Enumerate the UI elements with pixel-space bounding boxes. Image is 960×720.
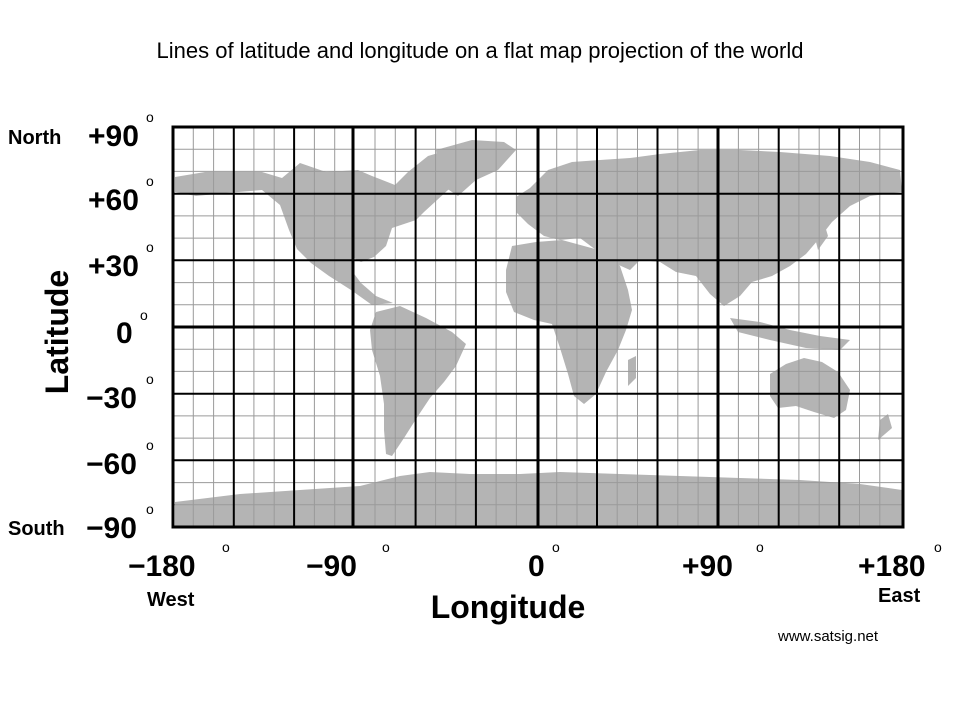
degree-symbol: o bbox=[222, 539, 230, 555]
map-area bbox=[171, 125, 905, 529]
lon-tick-label: −90 bbox=[306, 550, 357, 583]
source-watermark: www.satsig.net bbox=[778, 628, 879, 645]
degree-symbol: o bbox=[146, 109, 154, 125]
west-label: West bbox=[147, 589, 195, 611]
lat-tick-label: +90 bbox=[88, 120, 139, 153]
lat-tick-label: +30 bbox=[88, 250, 139, 283]
east-label: East bbox=[878, 585, 921, 607]
primary-gridlines bbox=[173, 127, 903, 527]
degree-symbol: o bbox=[552, 539, 560, 555]
degree-symbol: o bbox=[146, 371, 154, 387]
y-axis-title: Latitude bbox=[39, 270, 75, 394]
lon-tick-label: −180 bbox=[128, 550, 196, 583]
north-label: North bbox=[8, 127, 61, 149]
lat-tick-label: +60 bbox=[88, 184, 139, 217]
degree-symbol: o bbox=[146, 437, 154, 453]
degree-symbol: o bbox=[146, 501, 154, 517]
lat-tick-label: −30 bbox=[86, 382, 137, 415]
degree-symbol: o bbox=[756, 539, 764, 555]
x-axis-title: Longitude bbox=[431, 589, 586, 625]
lon-tick-label: 0 bbox=[528, 550, 545, 583]
lon-tick-label: +180 bbox=[858, 550, 926, 583]
lat-tick-label: 0 bbox=[116, 317, 133, 350]
lon-tick-label: +90 bbox=[682, 550, 733, 583]
degree-symbol: o bbox=[146, 239, 154, 255]
degree-symbol: o bbox=[140, 307, 148, 323]
eurasia bbox=[516, 150, 902, 306]
north-america bbox=[175, 143, 508, 305]
japan bbox=[812, 216, 828, 250]
map-border bbox=[171, 125, 905, 529]
lat-tick-label: −60 bbox=[86, 448, 137, 481]
degree-symbol: o bbox=[146, 173, 154, 189]
south-label: South bbox=[8, 518, 65, 540]
lat-tick-label: −90 bbox=[86, 512, 137, 545]
australia bbox=[770, 358, 850, 418]
south-america bbox=[370, 306, 466, 456]
new-zealand bbox=[878, 414, 892, 440]
degree-symbol: o bbox=[382, 539, 390, 555]
map-title: Lines of latitude and longitude on a fla… bbox=[156, 38, 804, 63]
degree-symbol: o bbox=[934, 539, 942, 555]
